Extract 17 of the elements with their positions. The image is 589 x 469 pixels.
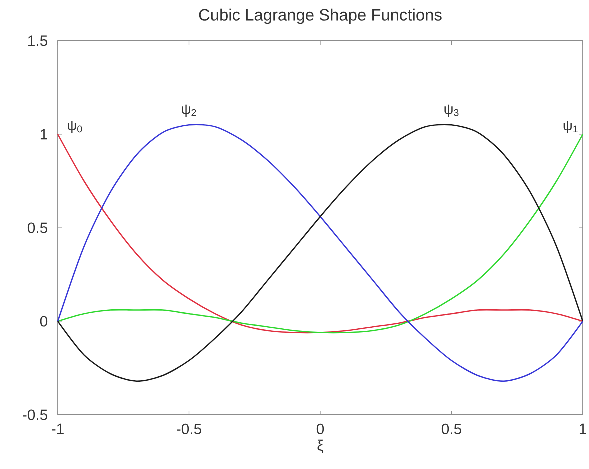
x-axis-title: ξ: [318, 440, 324, 454]
y-tick-label: 0.5: [28, 222, 48, 234]
x-tick-label: -1: [52, 424, 64, 434]
series-label: ψ$_{2}$: [182, 104, 196, 117]
y-tick-label: -0.5: [23, 410, 48, 420]
x-tick-label: 0: [316, 424, 324, 434]
chart-title: Cubic Lagrange Shape Functions: [199, 8, 442, 24]
x-tick-label: -0.5: [177, 424, 202, 434]
y-tick-label: 0: [40, 316, 48, 327]
series-label: ψ$_{0}$: [68, 121, 82, 134]
x-tick-label: 1: [580, 424, 586, 434]
y-tick-label: 1: [40, 129, 48, 140]
y-tick-label: 1.5: [28, 36, 48, 46]
line-series: [57, 134, 584, 334]
x-tick-label: 0.5: [442, 424, 462, 434]
series-label: ψ$_{3}$: [444, 104, 459, 117]
series-label: ψ$_{1}$: [564, 121, 578, 134]
